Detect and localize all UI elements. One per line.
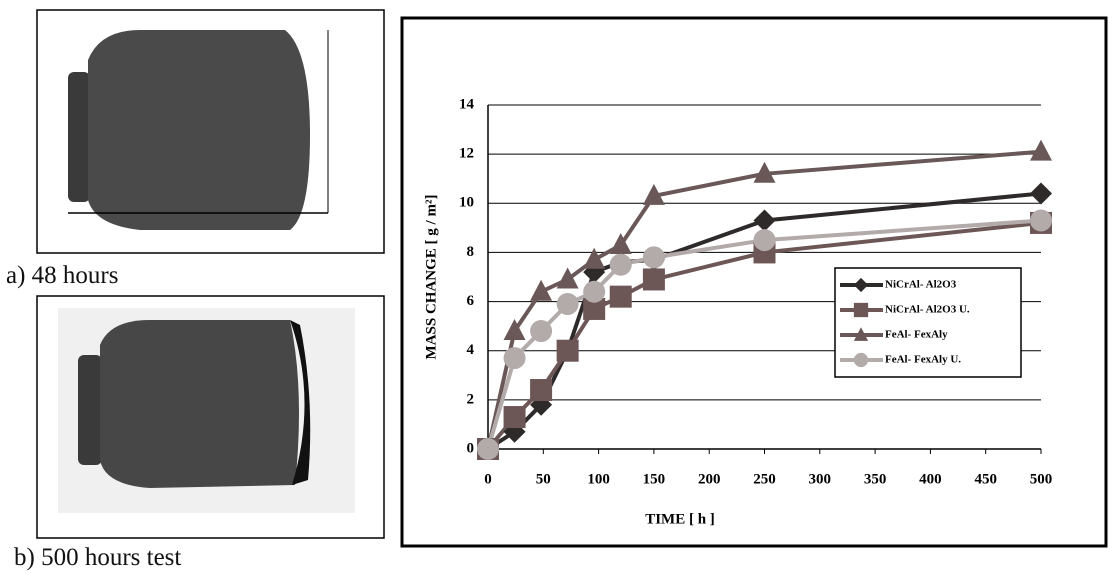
- marker: [754, 209, 776, 231]
- legend-label: FeAl- FexAly: [885, 329, 948, 341]
- x-tick-label: 450: [974, 471, 997, 487]
- marker: [477, 438, 499, 460]
- marker: [643, 268, 665, 290]
- y-tick-label: 12: [459, 146, 474, 162]
- marker: [504, 347, 526, 369]
- y-tick-label: 6: [467, 293, 475, 309]
- x-tick-label: 400: [919, 471, 942, 487]
- y-tick-label: 8: [467, 244, 475, 260]
- legend-label: NiCrAl- Al2O3 U.: [885, 304, 970, 316]
- chart: TIME [ h ] MASS CHANGE [ g / m²] 0 2 4 6 8 10…: [0, 0, 1113, 573]
- x-axis-label: TIME [ h ]: [645, 511, 715, 527]
- y-tick-label: 2: [467, 391, 475, 407]
- legend-label: FeAl- FexAly U.: [885, 354, 961, 366]
- y-tick-label: 0: [467, 440, 475, 456]
- y-axis-label: MASS CHANGE [ g / m²]: [423, 195, 439, 360]
- y-tick-label: 4: [467, 342, 475, 358]
- page: {"figures": [{"caption": "a) 48 hours"},…: [0, 0, 1113, 573]
- marker: [854, 303, 868, 317]
- x-tick-label: 250: [753, 471, 776, 487]
- x-tick-label: 100: [587, 471, 610, 487]
- x-tick-label: 150: [643, 471, 666, 487]
- marker: [530, 379, 552, 401]
- x-tick-label: 500: [1030, 471, 1053, 487]
- marker: [754, 229, 776, 251]
- x-tick-label: 0: [484, 471, 492, 487]
- y-tick-label: 14: [459, 96, 475, 112]
- marker: [610, 286, 632, 308]
- marker: [1030, 209, 1052, 231]
- x-tick-label: 350: [864, 471, 887, 487]
- marker: [610, 254, 632, 276]
- marker: [583, 248, 605, 269]
- marker: [1030, 140, 1052, 161]
- y-tick-label: 10: [459, 195, 474, 211]
- marker: [504, 406, 526, 428]
- marker: [854, 353, 868, 367]
- legend-label: NiCrAl- Al2O3: [885, 279, 957, 291]
- marker: [557, 267, 579, 288]
- marker: [530, 320, 552, 342]
- marker: [583, 281, 605, 303]
- x-tick-label: 50: [536, 471, 551, 487]
- marker: [643, 246, 665, 268]
- x-tick-label: 200: [698, 471, 721, 487]
- marker: [557, 293, 579, 315]
- marker: [1030, 182, 1052, 204]
- marker: [557, 340, 579, 362]
- x-tick-label: 300: [809, 471, 832, 487]
